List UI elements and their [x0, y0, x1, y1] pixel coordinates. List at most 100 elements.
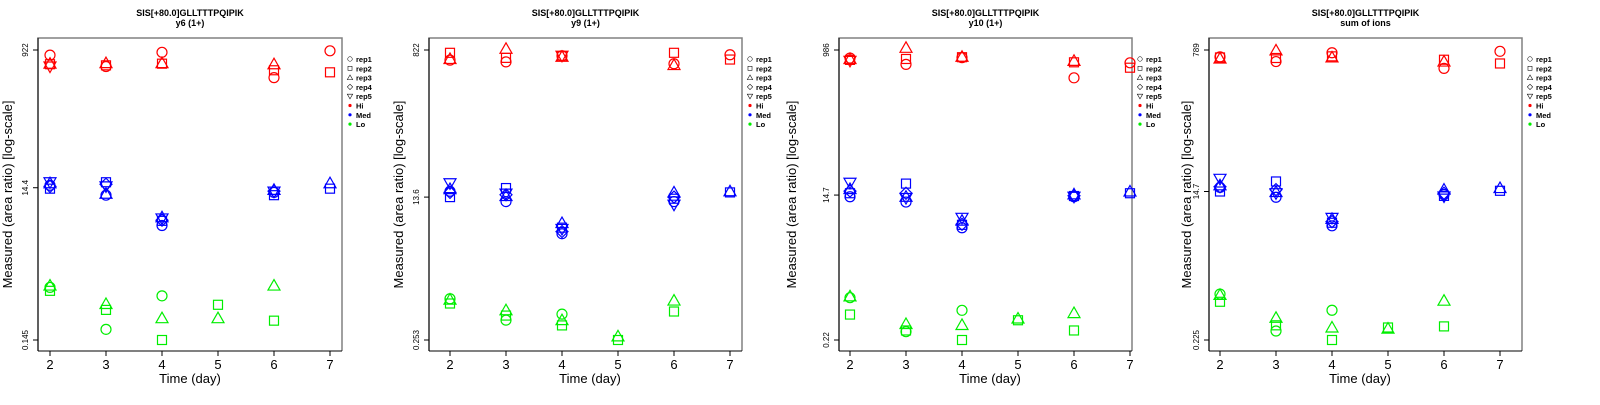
legend-label: Hi [756, 102, 764, 111]
legend-square-icon [1527, 66, 1533, 71]
data-point [500, 182, 512, 194]
data-point [444, 298, 456, 309]
y-tick-label: 822 [412, 43, 421, 57]
data-point [210, 310, 226, 324]
legend-label: rep1 [356, 55, 372, 64]
legend-label: rep3 [1146, 74, 1162, 83]
data-point [668, 306, 680, 317]
data-point [444, 192, 456, 203]
plot-frame [37, 37, 343, 351]
legend-item-rep2: rep2 [747, 64, 772, 73]
legend-label: Lo [1536, 120, 1546, 129]
data-point [156, 290, 168, 302]
data-point [668, 193, 680, 204]
x-tick-label: 5 [614, 357, 621, 372]
data-point [1213, 179, 1227, 194]
data-point [954, 317, 970, 331]
legend-label: rep1 [756, 55, 772, 64]
legend-diamond-icon [346, 83, 354, 90]
data-point [1436, 182, 1452, 195]
data-point [555, 224, 569, 239]
data-point [1270, 176, 1282, 187]
data-point [900, 58, 912, 70]
legend-label: rep4 [1536, 83, 1553, 92]
data-point [1066, 305, 1082, 319]
data-point [98, 55, 114, 69]
data-point [842, 289, 858, 302]
x-tick-label: 3 [102, 357, 109, 372]
legend-triangle-up-icon [346, 74, 354, 80]
y-axis-label: Measured (area ratio) [log-scale] [1179, 101, 1194, 289]
y-tick-label: 14.7 [1192, 183, 1201, 199]
legend-triangle-up-icon [1526, 74, 1534, 80]
data-point [956, 304, 968, 316]
data-point [100, 323, 112, 335]
legend-dot-icon [348, 103, 352, 108]
legend-triangle-down-icon [1526, 93, 1534, 100]
data-point [1270, 320, 1282, 331]
data-point [844, 292, 856, 304]
data-point [899, 186, 913, 201]
data-point [954, 49, 970, 62]
data-point [1326, 304, 1338, 316]
legend-triangle-up-icon [746, 74, 754, 80]
data-point [1124, 62, 1136, 73]
data-point [666, 185, 682, 198]
legend-label: Lo [1146, 120, 1156, 129]
data-point [324, 183, 336, 194]
legend-item-rep2: rep2 [1527, 64, 1552, 73]
x-tick-label: 5 [1014, 357, 1021, 372]
data-point [444, 54, 456, 66]
data-point [42, 177, 58, 190]
data-point [1268, 184, 1284, 198]
data-point [442, 292, 458, 305]
data-point [266, 278, 282, 291]
legend-item-rep2: rep2 [347, 64, 372, 73]
y-tick-label: 0.22 [822, 332, 831, 348]
legend-label: rep5 [756, 92, 772, 101]
data-point [900, 196, 912, 208]
y-tick-label: 789 [1192, 43, 1201, 57]
legend-item-rep5: rep5 [1136, 92, 1162, 101]
plot-frame [428, 37, 743, 351]
data-point [1325, 214, 1339, 229]
legend-label: Med [756, 111, 771, 120]
legend-dot-icon [348, 122, 352, 126]
legend-dot-icon [1528, 103, 1532, 108]
data-point [1436, 54, 1452, 67]
x-tick-label: 6 [670, 357, 677, 372]
data-point [154, 310, 170, 324]
legend-diamond-icon [1136, 83, 1144, 90]
x-tick-label: 2 [846, 357, 853, 372]
legend-item-hi: Hi [748, 102, 764, 111]
data-point [212, 299, 224, 310]
data-point [666, 293, 682, 306]
legend-item-rep5: rep5 [1526, 92, 1552, 101]
y-tick-label: 14.4 [21, 179, 30, 195]
x-tick-label: 4 [158, 357, 165, 372]
data-point [442, 181, 458, 195]
x-tick-label: 6 [1070, 357, 1077, 372]
chart-subtitle: y6 (1+) [176, 18, 205, 28]
data-point [500, 310, 512, 321]
legend-label: rep5 [356, 92, 372, 101]
data-point [722, 184, 738, 197]
y-axis-label: Measured (area ratio) [log-scale] [784, 101, 799, 289]
legend-label: rep4 [356, 83, 373, 92]
x-axis-label: Time (day) [159, 371, 221, 386]
data-point [498, 303, 514, 316]
data-point [154, 55, 170, 69]
data-point [842, 55, 858, 69]
legend-item-rep4: rep4 [346, 83, 373, 92]
data-point [42, 56, 58, 69]
legend-diamond-icon [1526, 83, 1534, 90]
y-axis-label: Measured (area ratio) [log-scale] [391, 101, 406, 289]
data-point [1269, 182, 1283, 197]
legend-triangle-down-icon [746, 93, 754, 100]
data-point [1326, 220, 1338, 232]
data-point [666, 57, 682, 71]
x-tick-label: 6 [270, 357, 277, 372]
legend-item-lo: Lo [1138, 120, 1156, 129]
